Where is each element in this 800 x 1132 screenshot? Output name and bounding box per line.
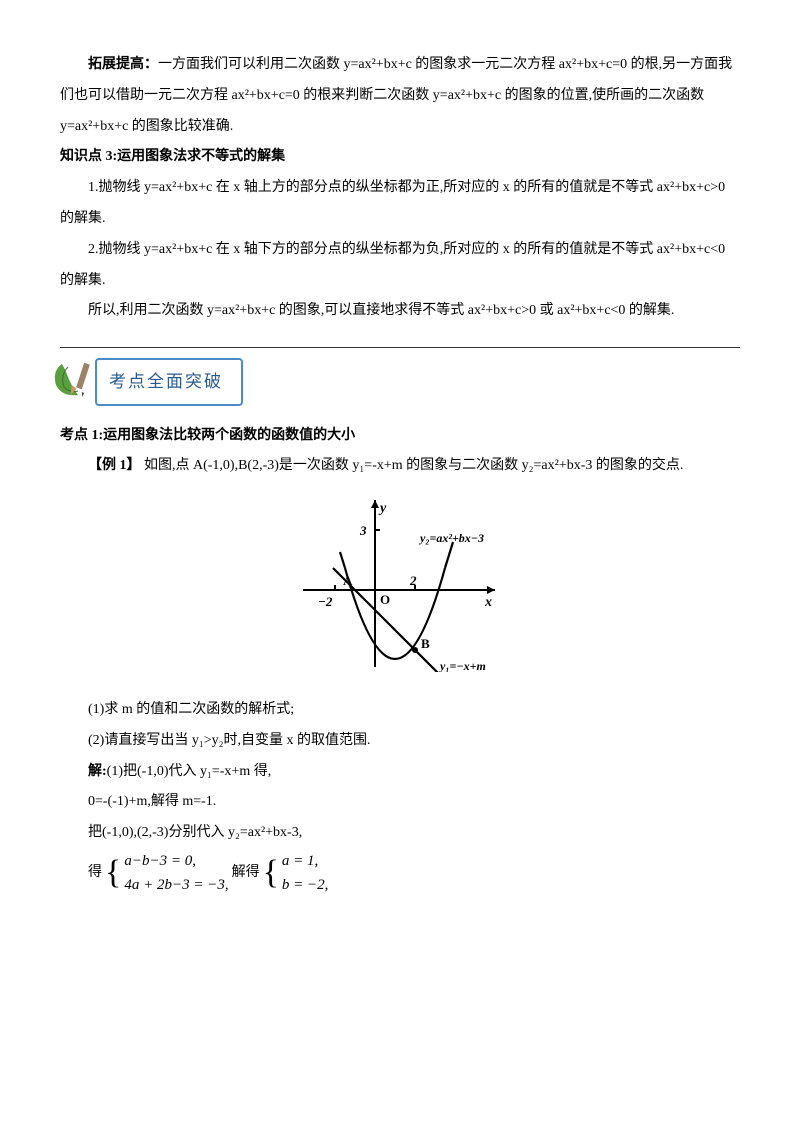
eq-left-2: 4a + 2b−3 = −3,	[124, 873, 228, 897]
tick-x-neg2: −2	[318, 594, 333, 609]
question-2: (2)请直接写出当 y₁>y₂时,自变量 x 的取值范围.	[60, 726, 740, 757]
solution-label: 解:	[88, 764, 107, 779]
graph-figure: 3 y x O −2 A 2 B y₂=ax²+bx−3 y₁=−x+m	[60, 492, 740, 685]
eq-right-2: b = −2,	[282, 873, 329, 897]
example-1-statement: 【例 1】 如图,点 A(-1,0),B(2,-3)是一次函数 y₁=-x+m …	[60, 451, 740, 482]
solution-line-1: 解:(1)把(-1,0)代入 y₁=-x+m 得,	[60, 757, 740, 788]
exam-point-1-heading: 考点 1:运用图象法比较两个函数的函数值的大小	[60, 421, 740, 452]
eq-mid: 解得	[232, 858, 260, 889]
expand-text: 一方面我们可以利用二次函数 y=ax²+bx+c 的图象求一元二次方程 ax²+…	[60, 57, 732, 134]
solution-line-2: 0=-(-1)+m,解得 m=-1.	[60, 787, 740, 818]
origin-label: O	[380, 592, 390, 607]
left-brace-2-icon: {	[263, 856, 279, 890]
kp3-paragraph-2: 2.抛物线 y=ax²+bx+c 在 x 轴下方的部分点的纵坐标都为负,所对应的…	[60, 235, 740, 297]
eq-right-1: a = 1,	[282, 849, 329, 873]
y-axis-label: y	[378, 501, 387, 516]
section-divider	[60, 347, 740, 348]
eq-prefix-get: 得	[88, 858, 102, 889]
left-brace-1-icon: {	[105, 856, 121, 890]
expand-prefix: 拓展提高：	[88, 57, 158, 72]
pencil-leaf-icon	[50, 359, 100, 404]
banner-label: 考点全面突破	[95, 358, 243, 405]
exam-banner: 考点全面突破	[50, 358, 740, 405]
kp3-paragraph-1: 1.抛物线 y=ax²+bx+c 在 x 轴上方的部分点的纵坐标都为正,所对应的…	[60, 173, 740, 235]
x-axis-label: x	[484, 595, 492, 610]
eq-left-1: a−b−3 = 0,	[124, 849, 228, 873]
y2-curve-label: y₂=ax²+bx−3	[418, 531, 484, 545]
tick-y-3: 3	[359, 523, 367, 538]
equation-system: 得 { a−b−3 = 0, 4a + 2b−3 = −3, 解得 { a = …	[88, 849, 740, 897]
tick-x-2: 2	[409, 573, 417, 588]
expand-paragraph: 拓展提高：一方面我们可以利用二次函数 y=ax²+bx+c 的图象求一元二次方程…	[60, 50, 740, 142]
sol1a: (1)把(-1,0)代入 y₁=-x+m 得,	[107, 764, 272, 779]
y1-line-label: y₁=−x+m	[438, 659, 486, 672]
question-1: (1)求 m 的值和二次函数的解析式;	[60, 695, 740, 726]
solution-line-3: 把(-1,0),(2,-3)分别代入 y₂=ax²+bx-3,	[60, 818, 740, 849]
example-1-text: 如图,点 A(-1,0),B(2,-3)是一次函数 y₁=-x+m 的图象与二次…	[141, 458, 684, 473]
knowledge-point-3-heading: 知识点 3:运用图象法求不等式的解集	[60, 142, 740, 173]
example-1-label: 【例 1】	[88, 458, 141, 473]
point-B-label: B	[421, 636, 430, 651]
kp3-paragraph-3: 所以,利用二次函数 y=ax²+bx+c 的图象,可以直接地求得不等式 ax²+…	[60, 296, 740, 327]
